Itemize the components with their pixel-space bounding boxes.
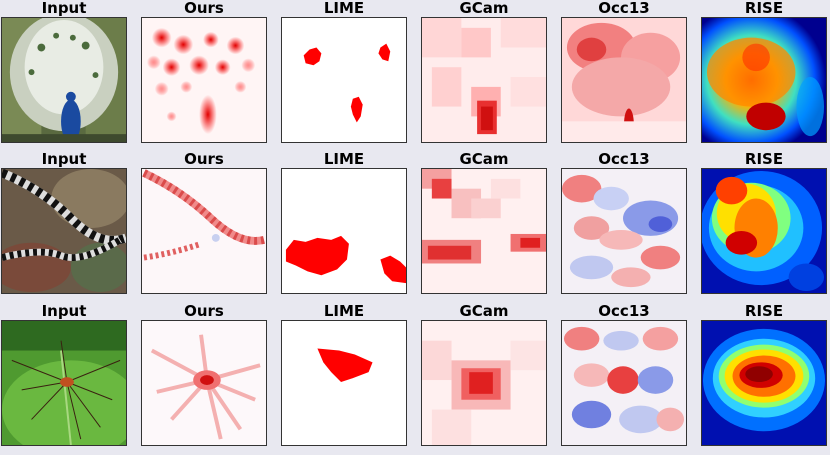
heatmap-occ13-spider-leaf	[561, 320, 687, 446]
col-title-input-row3: Input	[41, 302, 87, 320]
col-title-rise-row1: RISE	[744, 0, 784, 17]
col-title-rise-row3: RISE	[744, 302, 784, 320]
col-title-occ13-row2: Occ13	[598, 150, 650, 168]
input-image-sea-snake	[1, 168, 127, 294]
input-image-peacock	[1, 17, 127, 143]
col-title-lime-row2: LIME	[323, 150, 365, 168]
heatmap-occ13-sea-snake	[561, 168, 687, 294]
col-title-gcam-row3: GCam	[459, 302, 509, 320]
heatmap-occ13-peacock	[561, 17, 687, 143]
heatmap-ours-peacock	[141, 17, 267, 143]
col-title-ours-row1: Ours	[184, 0, 224, 17]
heatmap-rise-sea-snake	[701, 168, 827, 294]
mask-lime-peacock	[281, 17, 407, 143]
mask-lime-spider-leaf	[281, 320, 407, 446]
col-title-input-row2: Input	[41, 150, 87, 168]
col-title-lime-row1: LIME	[323, 0, 365, 17]
col-title-ours-row3: Ours	[184, 302, 224, 320]
heatmap-rise-spider-leaf	[701, 320, 827, 446]
heatmap-gcam-spider-leaf	[421, 320, 547, 446]
col-title-ours-row2: Ours	[184, 150, 224, 168]
heatmap-rise-peacock	[701, 17, 827, 143]
col-title-occ13-row3: Occ13	[598, 302, 650, 320]
col-title-occ13-row1: Occ13	[598, 0, 650, 17]
input-image-spider-leaf	[1, 320, 127, 446]
col-title-lime-row3: LIME	[323, 302, 365, 320]
col-title-rise-row2: RISE	[744, 150, 784, 168]
heatmap-ours-sea-snake	[141, 168, 267, 294]
col-title-input-row1: Input	[41, 0, 87, 17]
mask-lime-sea-snake	[281, 168, 407, 294]
col-title-gcam-row2: GCam	[459, 150, 509, 168]
heatmap-gcam-sea-snake	[421, 168, 547, 294]
heatmap-gcam-peacock	[421, 17, 547, 143]
heatmap-ours-spider-leaf	[141, 320, 267, 446]
col-title-gcam-row1: GCam	[459, 0, 509, 17]
